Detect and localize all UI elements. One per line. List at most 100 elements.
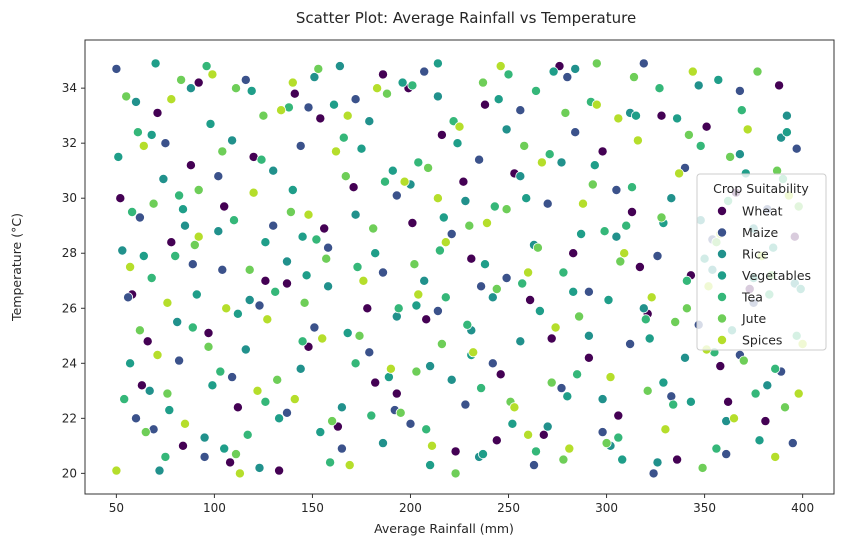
scatter-point — [562, 391, 573, 402]
scatter-point — [440, 292, 451, 303]
scatter-point — [793, 388, 804, 399]
scatter-point — [272, 374, 283, 385]
scatter-point — [387, 165, 398, 176]
scatter-point — [787, 438, 798, 449]
scatter-point — [119, 394, 130, 405]
scatter-point — [303, 102, 314, 113]
scatter-point — [230, 83, 241, 94]
scatter-point — [625, 338, 636, 349]
scatter-point — [531, 85, 542, 96]
legend-title: Crop Suitability — [713, 181, 809, 196]
scatter-point — [611, 184, 622, 195]
scatter-point — [450, 446, 461, 457]
scatter-point — [454, 121, 465, 132]
scatter-point — [377, 69, 388, 80]
scatter-point — [152, 107, 163, 118]
scatter-point — [344, 460, 355, 471]
scatter-point — [476, 281, 487, 292]
scatter-point — [246, 85, 257, 96]
scatter-point — [440, 237, 451, 248]
scatter-point — [523, 429, 534, 440]
scatter-point — [138, 140, 149, 151]
scatter-point — [317, 333, 328, 344]
scatter-point — [760, 416, 771, 427]
scatter-point — [583, 286, 594, 297]
scatter-point — [315, 427, 326, 438]
scatter-point — [381, 88, 392, 99]
scatter-point — [274, 413, 285, 424]
scatter-point — [613, 410, 624, 421]
scatter-point — [477, 77, 488, 88]
scatter-point — [546, 333, 557, 344]
legend-box — [696, 173, 827, 351]
scatter-point — [605, 372, 616, 383]
scatter-point — [529, 460, 540, 471]
scatter-point — [501, 124, 512, 135]
scatter-point — [495, 61, 506, 72]
plot-frame — [84, 39, 835, 495]
scatter-point — [111, 465, 122, 476]
scatter-point — [556, 383, 567, 394]
scatter-point — [248, 187, 259, 198]
x-tick-label: 50 — [109, 501, 124, 515]
scatter-point — [125, 358, 136, 369]
scatter-point — [487, 292, 498, 303]
legend-marker — [717, 227, 728, 238]
scatter-point — [413, 157, 424, 168]
scatter-point — [289, 394, 300, 405]
scatter-point — [274, 465, 285, 476]
scatter-point — [297, 231, 308, 242]
scatter-point — [268, 220, 279, 231]
scatter-point — [366, 410, 377, 421]
scatter-point — [385, 363, 396, 374]
scatter-point — [172, 316, 183, 327]
scatter-point — [627, 206, 638, 217]
scatter-point — [738, 355, 749, 366]
scatter-point — [254, 300, 265, 311]
scatter-point — [393, 303, 404, 314]
scatter-point — [754, 435, 765, 446]
y-tick-label: 24 — [62, 356, 77, 370]
scatter-point — [370, 377, 381, 388]
scatter-point — [697, 462, 708, 473]
scatter-point — [130, 413, 141, 424]
scatter-point — [536, 157, 547, 168]
scatter-point — [666, 391, 677, 402]
y-tick-label: 20 — [62, 466, 77, 480]
scatter-point — [615, 256, 626, 267]
scatter-point — [193, 184, 204, 195]
scatter-point — [154, 465, 165, 476]
scatter-point — [491, 283, 502, 294]
scatter-point — [391, 190, 402, 201]
scatter-point — [327, 416, 338, 427]
scatter-point — [419, 66, 430, 77]
scatter-point — [176, 74, 187, 85]
scatter-point — [207, 69, 218, 80]
scatter-point — [187, 322, 198, 333]
scatter-point — [219, 443, 230, 454]
scatter-point — [319, 223, 330, 234]
scatter-point — [213, 171, 224, 182]
scatter-point — [587, 179, 598, 190]
scatter-point — [750, 388, 761, 399]
x-tick-label: 300 — [595, 501, 618, 515]
legend-label: Maize — [742, 225, 778, 240]
scatter-point — [260, 396, 271, 407]
scatter-point — [232, 402, 243, 413]
scatter-point — [481, 217, 492, 228]
scatter-point — [309, 322, 320, 333]
scatter-point — [140, 427, 151, 438]
y-axis-ticks: 20 22 24 26 28 30 32 34 — [62, 81, 85, 480]
scatter-point — [436, 129, 447, 140]
scatter-point — [521, 193, 532, 204]
scatter-point — [570, 63, 581, 74]
scatter-point — [228, 215, 239, 226]
scatter-point — [297, 336, 308, 347]
scatter-point — [613, 113, 624, 124]
x-tick-label: 100 — [203, 501, 226, 515]
scatter-point — [568, 286, 579, 297]
scatter-point — [423, 162, 434, 173]
scatter-point — [134, 325, 145, 336]
scatter-point — [432, 305, 443, 316]
scatter-point — [601, 438, 612, 449]
